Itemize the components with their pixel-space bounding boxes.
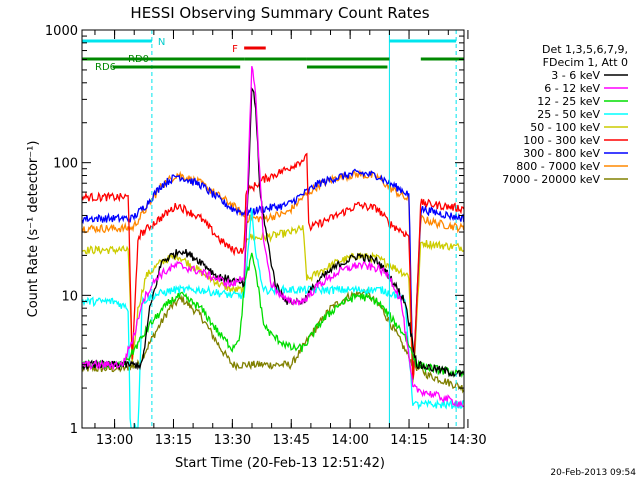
y-tick-label-3: 1000 bbox=[45, 24, 78, 39]
x-tick-label-5: 14:15 bbox=[390, 433, 427, 448]
series-layer bbox=[81, 66, 465, 429]
legend-label-6: 300 - 800 keV bbox=[523, 147, 600, 160]
rd6-label: RD6 bbox=[95, 62, 116, 73]
plot-frame bbox=[81, 29, 465, 429]
x-tick-label-3: 13:45 bbox=[273, 433, 310, 448]
legend-label-8: 7000 - 20000 keV bbox=[502, 173, 600, 186]
legend-header-1: FDecim 1, Att 0 bbox=[543, 56, 628, 69]
legend-label-1: 6 - 12 keV bbox=[544, 82, 600, 95]
x-tick-label-2: 13:30 bbox=[214, 433, 251, 448]
series-line-7 bbox=[81, 169, 465, 380]
x-tick-label-1: 13:15 bbox=[155, 433, 192, 448]
x-axis-label: Start Time (20-Feb-13 12:51:42) bbox=[175, 456, 385, 471]
series-line-8 bbox=[81, 288, 465, 394]
series-line-5 bbox=[81, 152, 465, 379]
legend-label-0: 3 - 6 keV bbox=[551, 69, 600, 82]
legend-label-4: 50 - 100 keV bbox=[530, 121, 600, 134]
y-tick-label-2: 100 bbox=[53, 157, 78, 172]
legend-label-3: 25 - 50 keV bbox=[537, 108, 600, 121]
legend-label-5: 100 - 300 keV bbox=[523, 134, 600, 147]
series-line-1 bbox=[81, 66, 464, 408]
y-tick-label-1: 10 bbox=[61, 289, 78, 304]
legend: Det 1,3,5,6,7,9,FDecim 1, Att 03 - 6 keV… bbox=[502, 43, 628, 186]
footer-timestamp: 20-Feb-2013 09:54 bbox=[550, 468, 636, 478]
x-tick-label-4: 14:00 bbox=[331, 433, 368, 448]
x-tick-label-0: 13:00 bbox=[96, 433, 133, 448]
legend-label-2: 12 - 25 keV bbox=[537, 95, 600, 108]
x-tick-label-6: 14:30 bbox=[449, 433, 486, 448]
legend-label-7: 800 - 7000 keV bbox=[516, 160, 600, 173]
legend-header-0: Det 1,3,5,6,7,9, bbox=[542, 43, 628, 56]
series-line-6 bbox=[81, 168, 465, 380]
axis-layer: 1 10 100 1000 13:00 13:15 13:30 13:45 14:00 14:15… bbox=[45, 24, 487, 448]
flare-label: F bbox=[232, 44, 238, 55]
y-tick-label-0: 1 bbox=[70, 422, 78, 437]
night-label: N bbox=[158, 37, 165, 48]
y-axis-label: Count Rate (s⁻¹ detector⁻¹) bbox=[26, 141, 41, 318]
rd0-label: RD0 bbox=[128, 54, 149, 65]
chart-title: HESSI Observing Summary Count Rates bbox=[130, 4, 429, 22]
series-line-4 bbox=[81, 224, 465, 383]
series-line-2 bbox=[81, 252, 465, 379]
